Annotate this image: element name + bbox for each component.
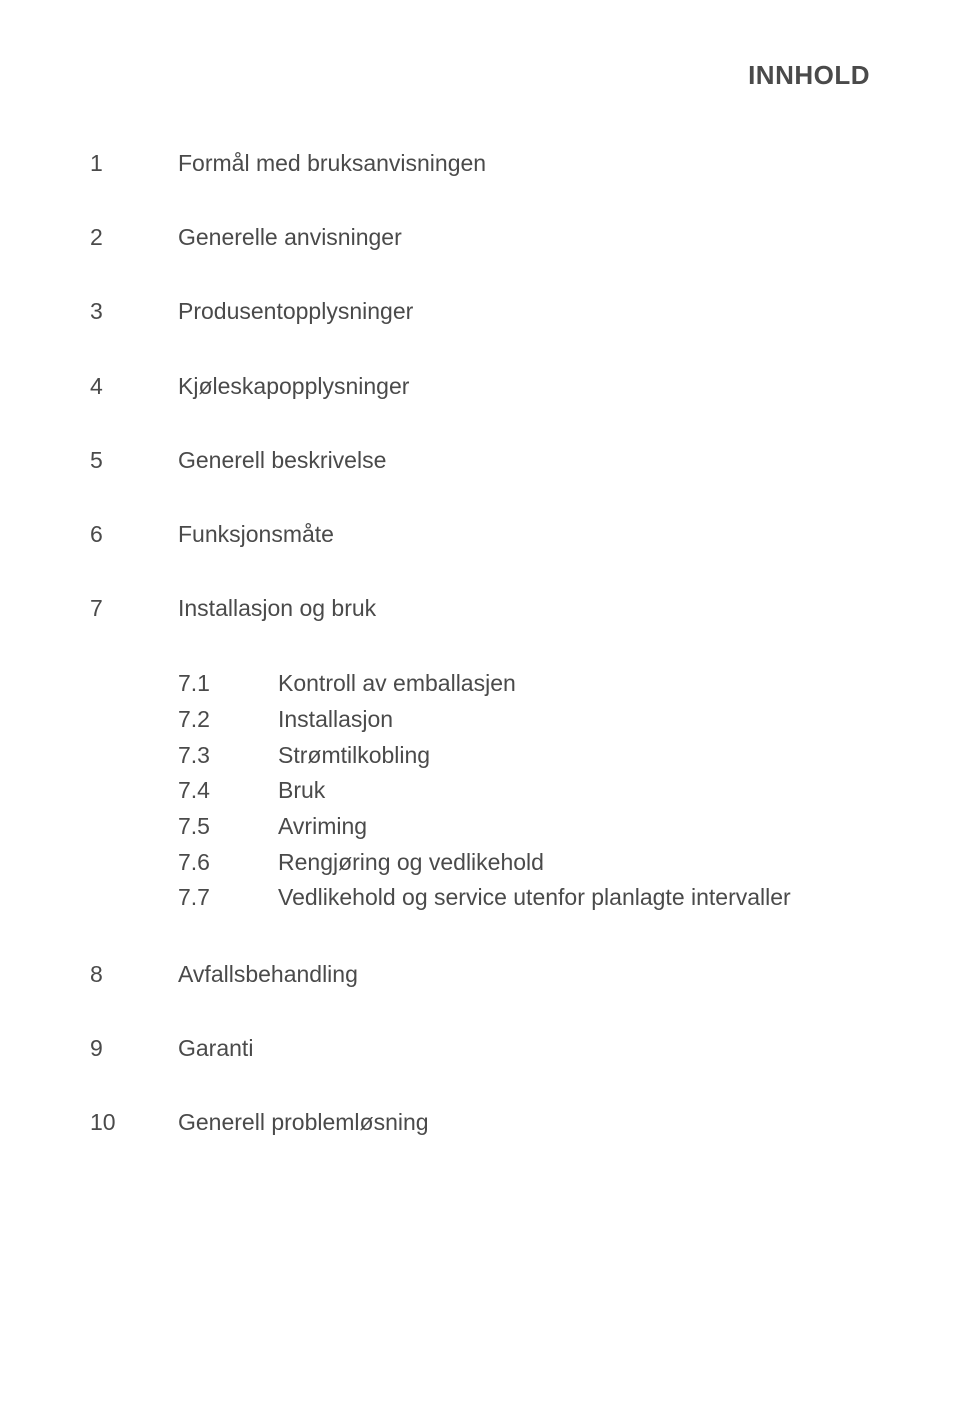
toc-sub-entry: 7.4 Bruk xyxy=(90,773,880,809)
toc-sub-label: Installasjon xyxy=(278,702,880,738)
page-title: INNHOLD xyxy=(90,60,870,91)
toc-sub-number: 7.3 xyxy=(178,738,278,774)
toc-label: Funksjonsmåte xyxy=(178,518,880,550)
toc-sub-number: 7.4 xyxy=(178,773,278,809)
toc-sub-label: Avriming xyxy=(278,809,880,845)
toc-label: Generell problemløsning xyxy=(178,1106,880,1138)
toc-sub-number: 7.7 xyxy=(178,880,278,916)
toc-sub-entry: 7.2 Installasjon xyxy=(90,702,880,738)
toc-entry: 9 Garanti xyxy=(90,1032,880,1064)
toc-number: 4 xyxy=(90,370,178,402)
toc-entry: 4 Kjøleskapopplysninger xyxy=(90,370,880,402)
toc-sub-entry: 7.5 Avriming xyxy=(90,809,880,845)
toc-sub-label: Rengjøring og vedlikehold xyxy=(278,845,880,881)
toc-entry: 2 Generelle anvisninger xyxy=(90,221,880,253)
toc-label: Formål med bruksanvisningen xyxy=(178,147,880,179)
toc-sub-entry: 7.7 Vedlikehold og service utenfor planl… xyxy=(90,880,880,916)
toc-number: 2 xyxy=(90,221,178,253)
toc-sub-entry: 7.6 Rengjøring og vedlikehold xyxy=(90,845,880,881)
toc-entry: 10 Generell problemløsning xyxy=(90,1106,880,1138)
toc-label: Generelle anvisninger xyxy=(178,221,880,253)
toc-number: 5 xyxy=(90,444,178,476)
toc-label: Avfallsbehandling xyxy=(178,958,880,990)
toc-sub-entry: 7.3 Strømtilkobling xyxy=(90,738,880,774)
toc-sub-number: 7.1 xyxy=(178,666,278,702)
toc-entry: 6 Funksjonsmåte xyxy=(90,518,880,550)
toc-number: 7 xyxy=(90,592,178,624)
toc-sub-label: Strømtilkobling xyxy=(278,738,880,774)
toc-sub-label: Kontroll av emballasjen xyxy=(278,666,880,702)
toc-number: 6 xyxy=(90,518,178,550)
toc-sub-block: 7.1 Kontroll av emballasjen 7.2 Installa… xyxy=(90,666,880,915)
toc-entry: 7 Installasjon og bruk xyxy=(90,592,880,624)
toc-label: Kjøleskapopplysninger xyxy=(178,370,880,402)
toc-sub-label: Vedlikehold og service utenfor planlagte… xyxy=(278,880,880,916)
toc-sub-entry: 7.1 Kontroll av emballasjen xyxy=(90,666,880,702)
toc-number: 9 xyxy=(90,1032,178,1064)
toc-number: 3 xyxy=(90,295,178,327)
toc-sub-number: 7.2 xyxy=(178,702,278,738)
toc-label: Generell beskrivelse xyxy=(178,444,880,476)
toc-entry: 5 Generell beskrivelse xyxy=(90,444,880,476)
toc-label: Produsentopplysninger xyxy=(178,295,880,327)
toc-number: 10 xyxy=(90,1106,178,1138)
toc-entry: 1 Formål med bruksanvisningen xyxy=(90,147,880,179)
toc-entry: 8 Avfallsbehandling xyxy=(90,958,880,990)
toc-sub-number: 7.5 xyxy=(178,809,278,845)
toc-number: 8 xyxy=(90,958,178,990)
toc-sub-number: 7.6 xyxy=(178,845,278,881)
toc-label: Installasjon og bruk xyxy=(178,592,880,624)
toc-sub-label: Bruk xyxy=(278,773,880,809)
toc-entry: 3 Produsentopplysninger xyxy=(90,295,880,327)
toc-label: Garanti xyxy=(178,1032,880,1064)
toc-number: 1 xyxy=(90,147,178,179)
